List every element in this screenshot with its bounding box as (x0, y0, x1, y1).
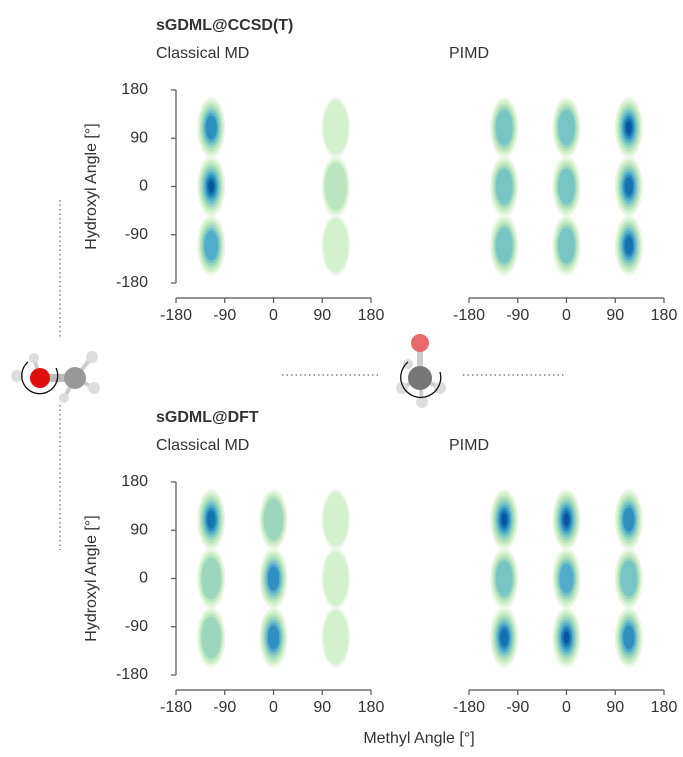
density-contour (264, 499, 284, 541)
x-tick-label: 180 (651, 699, 678, 716)
x-tick-label: -90 (213, 307, 236, 324)
y-axis-label: Hydroxyl Angle [°] (83, 515, 100, 641)
density-contour (564, 514, 570, 526)
density-contour (204, 230, 218, 260)
x-tick-label: -180 (160, 307, 192, 324)
y-tick-label: -180 (116, 666, 148, 683)
x-tick-label: -180 (160, 699, 192, 716)
density-contour (207, 511, 215, 529)
density-contour (626, 122, 632, 134)
density-contour (325, 163, 347, 211)
panel-title: PIMD (449, 45, 489, 62)
x-tick-label: 0 (269, 307, 278, 324)
density-contour (501, 514, 507, 526)
density-contour (496, 561, 513, 597)
x-tick-label: 90 (606, 699, 624, 716)
y-tick-label: 90 (130, 521, 148, 538)
density-contour (625, 236, 633, 254)
x-tick-label: 180 (358, 307, 385, 324)
x-tick-label: 180 (651, 307, 678, 324)
x-tick-label: -180 (453, 307, 485, 324)
y-tick-label: 180 (121, 473, 148, 490)
y-tick-label: -180 (116, 274, 148, 291)
x-tick-label: 0 (562, 699, 571, 716)
molecule-left (11, 351, 100, 403)
density-contour (558, 110, 575, 146)
density-contour (620, 561, 637, 597)
density-contour (201, 558, 221, 600)
plot-area (197, 98, 350, 276)
density-contour (496, 169, 513, 205)
y-tick-label: 0 (139, 178, 148, 195)
y-tick-label: 180 (121, 81, 148, 98)
y-tick-label: -90 (125, 618, 148, 635)
y-axis-label: Hydroxyl Angle [°] (83, 123, 100, 249)
density-contour (268, 567, 279, 591)
x-tick-label: 0 (269, 699, 278, 716)
x-tick-label: 90 (606, 307, 624, 324)
plot-area (197, 490, 350, 668)
density-contour (558, 169, 575, 205)
density-contour (323, 610, 348, 664)
density-contour (206, 116, 217, 140)
x-tick-label: 0 (562, 307, 571, 324)
y-tick-label: 90 (130, 129, 148, 146)
x-tick-label: -90 (506, 307, 529, 324)
x-tick-label: -180 (453, 699, 485, 716)
group-title: sGDML@CCSD(T) (156, 17, 293, 34)
density-contour (564, 631, 570, 643)
density-contour (625, 178, 633, 196)
panel-title: Classical MD (156, 45, 249, 62)
x-axis-label: Methyl Angle [°] (363, 730, 474, 747)
density-contour (323, 218, 348, 272)
y-tick-label: 0 (139, 570, 148, 587)
plot-area (490, 490, 643, 668)
panel-title: Classical MD (156, 437, 249, 454)
panel-title: PIMD (449, 437, 489, 454)
density-contour (323, 552, 348, 606)
density-contour (323, 493, 348, 547)
x-tick-label: 90 (313, 307, 331, 324)
plot-area (490, 98, 643, 276)
molecule-right (396, 334, 446, 408)
y-tick-label: -90 (125, 226, 148, 243)
density-contour (560, 564, 574, 594)
x-tick-label: -90 (213, 699, 236, 716)
density-contour (208, 181, 214, 193)
density-contour (558, 227, 575, 263)
x-tick-label: 90 (313, 699, 331, 716)
density-contour (268, 625, 279, 649)
figure: -180 -90 0 90 180 -180 -90 0 90 180 Hydroxyl Angle… (0, 0, 683, 757)
density-contour (496, 110, 513, 146)
x-tick-label: -90 (506, 699, 529, 716)
group-title: sGDML@DFT (156, 409, 259, 426)
density-contour (623, 625, 634, 649)
density-contour (500, 628, 508, 646)
density-contour (323, 101, 348, 155)
density-contour (623, 508, 634, 532)
density-contour (496, 227, 513, 263)
x-tick-label: 180 (358, 699, 385, 716)
density-contour (201, 616, 221, 658)
decorations (60, 200, 565, 550)
